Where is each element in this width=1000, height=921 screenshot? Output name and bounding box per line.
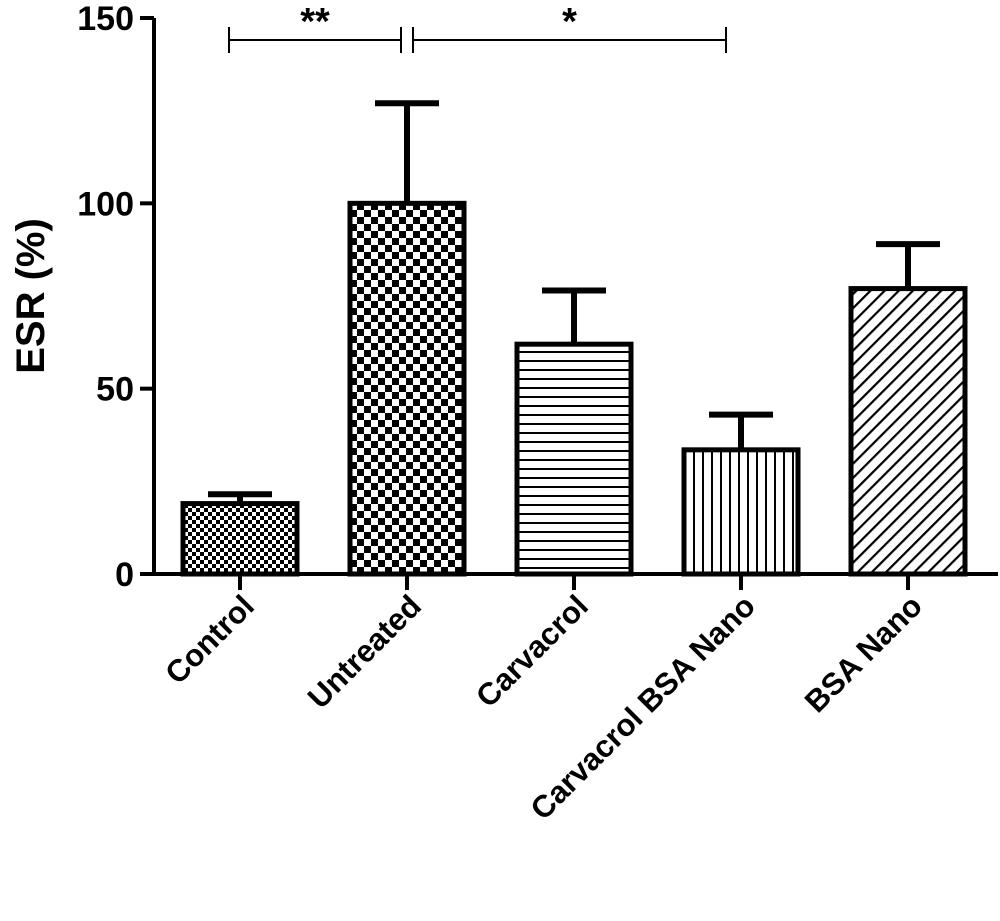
bars xyxy=(180,200,968,577)
x-tick-label: Control xyxy=(158,588,261,691)
bar-control xyxy=(180,501,300,577)
y-tick-label: 0 xyxy=(115,556,134,594)
y-tick-label: 100 xyxy=(77,185,134,223)
x-tick-label: Carvacrol xyxy=(469,588,595,714)
significance-label: * xyxy=(562,1,577,43)
bar-bsa-nano xyxy=(848,286,968,577)
y-axis-title: ESR (%) xyxy=(9,218,53,374)
y-tick-label: 50 xyxy=(96,371,134,409)
y-axis: 0 50 100 150 xyxy=(77,0,156,594)
bar-carvacrol-bsa-nano xyxy=(681,447,801,577)
x-tick-label: Untreated xyxy=(301,588,428,715)
bar-carvacrol xyxy=(514,341,634,577)
y-tick-label: 150 xyxy=(77,0,134,38)
significance-label: ** xyxy=(300,1,330,43)
x-tick-label: BSA Nano xyxy=(798,588,929,719)
bar-untreated xyxy=(347,200,467,577)
significance-brackets: ** * xyxy=(228,1,727,53)
